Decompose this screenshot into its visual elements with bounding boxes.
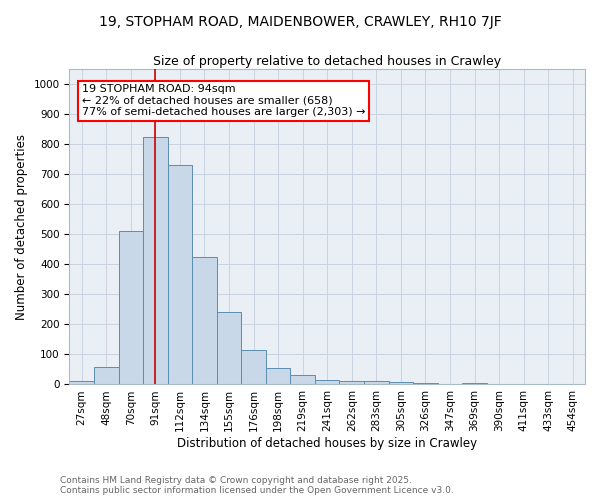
Bar <box>340 381 364 384</box>
Bar <box>192 257 217 384</box>
Bar <box>94 368 119 384</box>
Bar <box>389 382 413 384</box>
Text: 19, STOPHAM ROAD, MAIDENBOWER, CRAWLEY, RH10 7JF: 19, STOPHAM ROAD, MAIDENBOWER, CRAWLEY, … <box>98 15 502 29</box>
Y-axis label: Number of detached properties: Number of detached properties <box>15 134 28 320</box>
Bar <box>315 380 340 384</box>
Title: Size of property relative to detached houses in Crawley: Size of property relative to detached ho… <box>153 55 501 68</box>
Text: 19 STOPHAM ROAD: 94sqm
← 22% of detached houses are smaller (658)
77% of semi-de: 19 STOPHAM ROAD: 94sqm ← 22% of detached… <box>82 84 365 117</box>
Bar <box>119 232 143 384</box>
Bar <box>290 375 315 384</box>
X-axis label: Distribution of detached houses by size in Crawley: Distribution of detached houses by size … <box>177 437 477 450</box>
Bar <box>167 166 192 384</box>
Bar <box>266 368 290 384</box>
Bar <box>217 312 241 384</box>
Bar <box>143 136 167 384</box>
Bar <box>241 350 266 384</box>
Bar <box>70 382 94 384</box>
Bar <box>364 380 389 384</box>
Text: Contains HM Land Registry data © Crown copyright and database right 2025.
Contai: Contains HM Land Registry data © Crown c… <box>60 476 454 495</box>
Bar <box>462 383 487 384</box>
